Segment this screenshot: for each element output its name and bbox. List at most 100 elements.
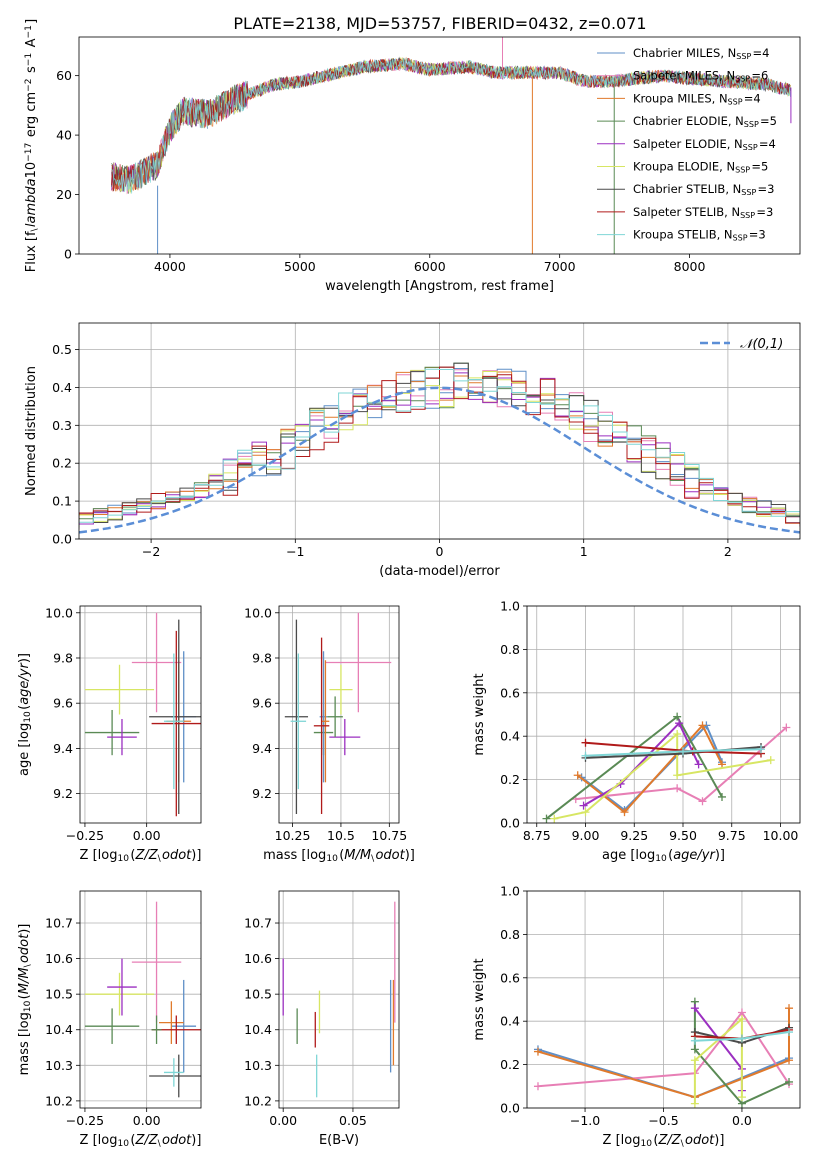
spectrum-xtick-label: 7000 [544,259,576,274]
weight_vs_Z-plot-area [533,997,794,1108]
weight-marker [737,1093,746,1102]
mass_vs_Z-ylabel: mass [log10 (M/M\ odot)] [17,924,33,1076]
mass_vs_ebv-xtick-label: 0.00 [269,1113,297,1128]
mass_vs_ebv-plot-area [282,901,396,1098]
histogram-step [79,369,800,530]
weight_vs_Z-ytick-label: 0.6 [500,970,520,985]
weight-marker [785,1056,794,1065]
weight_vs_Z-ytick-label: 0.2 [500,1057,520,1072]
weight-marker [533,1047,542,1056]
weight-marker [690,1045,699,1054]
age_vs_Z-ytick-label: 9.8 [53,650,73,665]
weight_vs_age-ylabel: mass weight [472,673,487,755]
mass_vs_Z-ytick-label: 10.5 [45,987,73,1002]
weight-marker [673,784,682,793]
mass_vs_Z-ytick-label: 10.7 [45,916,73,931]
spectrum-plot-area [111,37,792,254]
weight-line [537,1010,790,1088]
weight-marker [718,792,726,801]
weight_vs_Z-xtick-label: 0.0 [732,1113,752,1128]
age_vs_Z-ytick-label: 9.2 [53,786,73,801]
weight_vs_age-plot-area [542,712,791,823]
weight-marker [675,719,684,728]
age_vs_mass-ytick-label: 9.2 [252,786,272,801]
weight-marker [673,730,682,739]
age_vs_Z-ytick-label: 10.0 [45,605,73,620]
normal-legend-label: 𝒩(0,1) [740,337,783,352]
spectrum-axes: 4000 5000 6000 7000 8000 0 20 40 60 wavelength [A… [24,19,801,294]
spectrum-ytick-label: 20 [56,187,72,202]
age_vs_Z-axes: −0.25 0.00 9.2 9.4 9.6 9.8 10.0 Z [log10 (Z/Z\ … [17,605,202,864]
mass_vs_Z-xtick-label: −0.25 [66,1113,104,1128]
weight_vs_Z-ytick-label: 0.4 [500,1014,520,1029]
weight-marker [673,771,682,780]
weight-marker [550,814,559,823]
weight_vs_age-xtick-label: 9.75 [718,828,746,843]
age_vs_Z-ytick-label: 9.4 [53,741,73,756]
legend-entry: Kroupa STELIB, NSSP =3 [633,228,766,243]
weight-marker [673,712,682,721]
residual_hist-ytick-label: 0.2 [52,456,72,471]
legend-entry: Chabrier MILES, NSSP =4 [633,46,769,61]
mass_vs_Z-ytick-label: 10.3 [45,1058,73,1073]
weight-marker [581,738,590,747]
weight-line [575,726,787,803]
mass_vs_Z-xtick-label: 0.00 [133,1113,161,1128]
weight-marker [579,801,588,810]
weight-marker [533,1082,542,1091]
weight_vs_age-ytick-label: 0.6 [500,685,520,700]
mass_vs_Z-xlabel: Z [log10 (Z/Z\ odot)] [80,1133,202,1149]
mass_vs_ebv-axes: 0.00 0.05 10.2 10.3 10.4 10.5 10.6 10.7 E(B-V) [244,890,400,1148]
legend-entry: Chabrier ELODIE, NSSP =5 [633,114,777,129]
weight-marker [698,797,707,806]
weight_vs_age-xtick-label: 9.00 [572,828,600,843]
mass_vs_ebv-ytick-label: 10.4 [244,1022,272,1037]
residual_hist-xtick-label: 0 [436,544,444,559]
weight-line [693,1001,790,1105]
residual_hist-axes: −2 −1 0 1 2 0.0 0.1 0.2 0.3 0.4 0.5 (data-model)/er… [24,322,801,579]
age_vs_mass-plot-area [284,612,392,814]
residual_hist-plot-area [79,362,800,534]
weight_vs_age-axes: 8.75 9.00 9.25 9.50 9.75 10.00 0.0 0.2 0.4 0.6 0.8… [472,599,801,864]
weight-marker [690,1099,699,1108]
mass_vs_Z-ytick-label: 10.2 [45,1093,73,1108]
weight_vs_Z-ylabel: mass weight [472,958,487,1040]
weight_vs_age-xtick-label: 8.75 [523,828,551,843]
mass_vs_ebv-xlabel: E(B-V) [319,1133,359,1148]
weight_vs_Z-xtick-label: −1.0 [570,1113,600,1128]
weight_vs_age-xtick-label: 10.00 [763,828,799,843]
residual_hist-xtick-label: −1 [286,544,304,559]
normal-curve [79,386,800,534]
age_vs_mass-ytick-label: 9.8 [252,650,272,665]
weight_vs_Z-ytick-label: 0.8 [500,927,520,942]
age_vs_mass-ytick-label: 10.0 [244,605,272,620]
spectrum-xtick-label: 4000 [154,259,186,274]
weight-marker [620,808,629,817]
residual_hist-xtick-label: −2 [142,544,160,559]
age_vs_mass-xlabel: mass [log10 (M/M\ odot)] [263,848,415,864]
weight-marker [581,751,590,760]
weight_vs_Z-frame [526,890,801,1109]
age_vs_Z-xlabel: Z [log10 (Z/Z\ odot)] [80,848,202,864]
spectrum-frame [78,36,801,255]
age_vs_Z-frame [79,605,202,824]
spectrum-ytick-label: 60 [56,68,72,83]
weight-marker [573,771,582,780]
weight_vs_age-xlabel: age [log10 (age/yr)] [602,848,725,864]
age_vs_mass-axes: 10.25 10.5 10.75 9.2 9.4 9.6 9.8 10.0 mass [log1… [244,605,415,864]
mass_vs_ebv-ytick-label: 10.6 [244,951,272,966]
age_vs_mass-xtick-label: 10.5 [327,828,355,843]
weight_vs_age-ytick-label: 0.2 [500,772,520,787]
spectrum-legend: Chabrier MILES, NSSP =4 Salpeter MILES, N… [597,46,777,243]
residual_hist-xlabel: (data-model)/error [379,564,500,579]
weight_vs_Z-xlabel: Z [log10 (Z/Z\ odot)] [603,1133,725,1149]
spectrum-ytick-label: 40 [56,128,72,143]
age_vs_Z-xtick-label: 0.00 [133,828,161,843]
weight-marker [782,723,791,732]
legend-entry: Kroupa MILES, NSSP =4 [633,91,761,106]
weight-marker [690,1056,699,1065]
residual_hist-ytick-label: 0.4 [52,380,72,395]
legend-entry: Chabrier STELIB, NSSP =3 [633,182,774,197]
histogram-step [79,368,800,523]
